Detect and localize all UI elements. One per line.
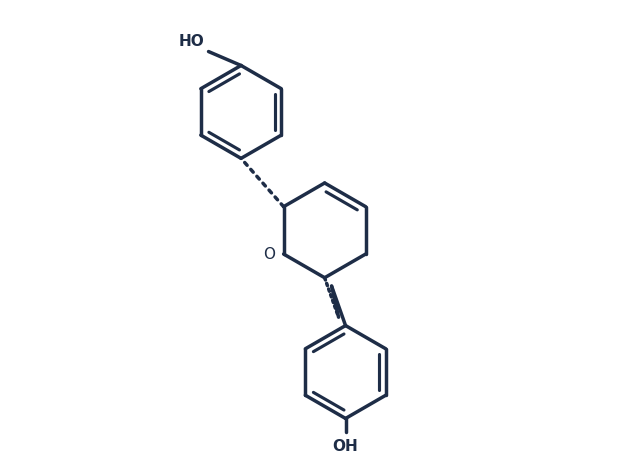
Text: HO: HO	[178, 34, 204, 49]
Text: OH: OH	[333, 439, 358, 454]
Text: O: O	[263, 247, 275, 261]
